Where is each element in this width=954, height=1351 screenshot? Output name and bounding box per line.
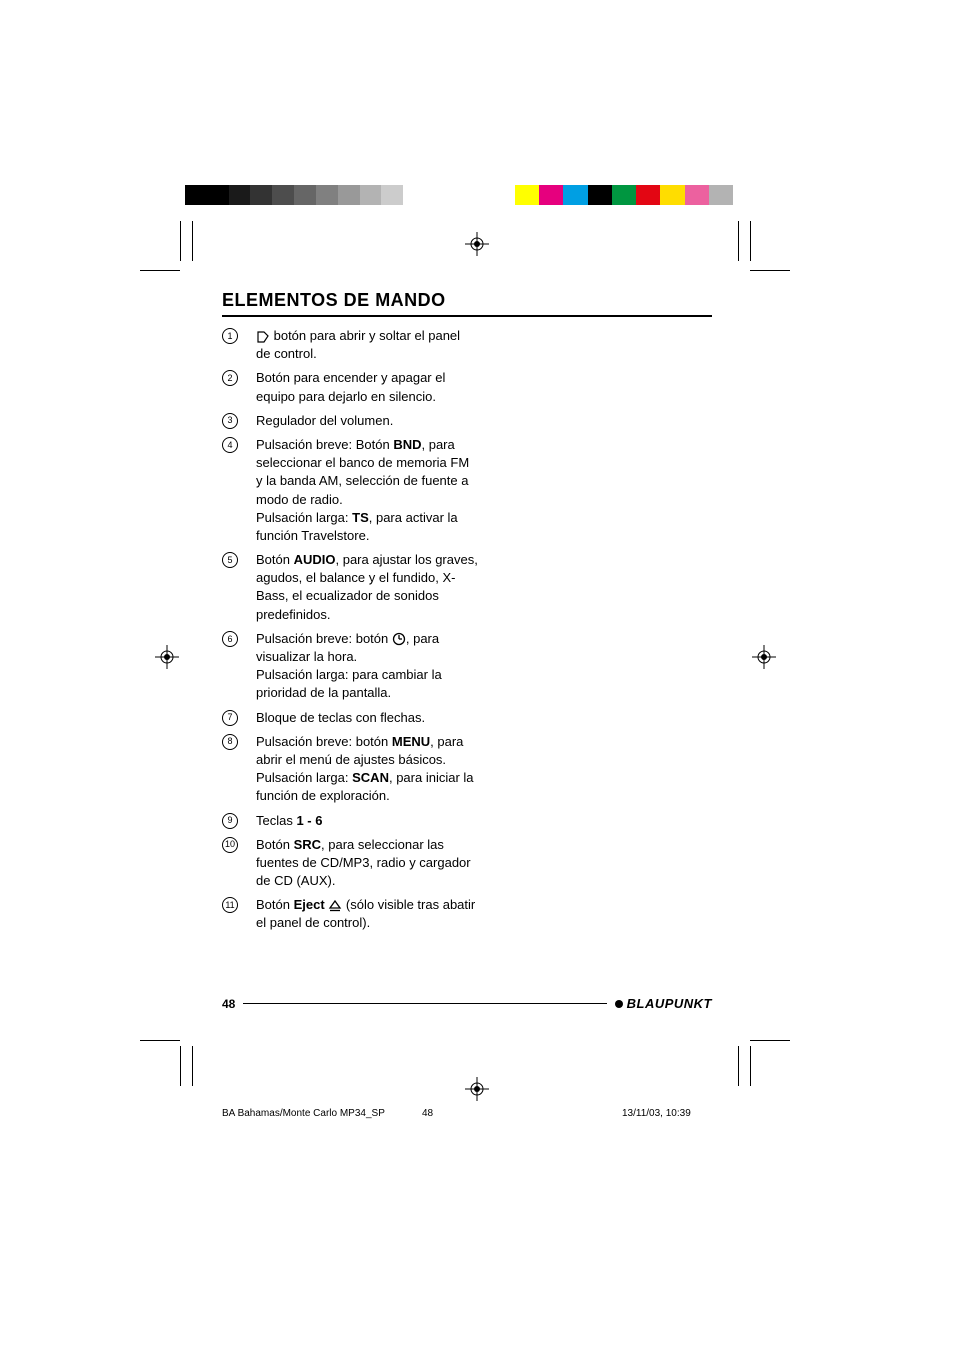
swatch (685, 185, 709, 205)
item-text: Botón AUDIO, para ajustar los graves, ag… (256, 551, 478, 624)
item-number: 9 (222, 813, 238, 829)
swatch (563, 185, 587, 205)
crop-mark (738, 1046, 739, 1086)
numbered-list: 1 botón para abrir y soltar el panel de … (222, 327, 478, 933)
item-number: 3 (222, 413, 238, 429)
footer-rule (243, 1003, 606, 1004)
item-text: botón para abrir y soltar el panel de co… (256, 327, 478, 363)
brand-text: BLAUPUNKT (627, 996, 712, 1011)
list-item: 4 Pulsación breve: Botón BND, para selecc… (222, 436, 478, 545)
list-item: 5 Botón AUDIO, para ajustar los graves, a… (222, 551, 478, 624)
swatch (294, 185, 316, 205)
swatch (636, 185, 660, 205)
item-text: Pulsación breve: botón , para visualizar… (256, 630, 478, 703)
item-number: 2 (222, 370, 238, 386)
brand-dot-icon (615, 1000, 623, 1008)
grayscale-swatches (185, 185, 425, 205)
swatch (660, 185, 684, 205)
item-number: 5 (222, 552, 238, 568)
page-title: ELEMENTOS DE MANDO (222, 290, 712, 317)
registration-mark-icon (155, 645, 179, 669)
list-item: 9 Teclas 1 - 6 (222, 812, 478, 830)
swatch (515, 185, 539, 205)
list-item: 11 Botón Eject (sólo visible tras abatir … (222, 896, 478, 932)
list-item: 7 Bloque de teclas con flechas. (222, 709, 478, 727)
crop-mark (192, 1046, 193, 1086)
page-footer: 48 BLAUPUNKT (222, 996, 712, 1011)
page-number: 48 (222, 997, 235, 1011)
swatch (360, 185, 382, 205)
swatch (709, 185, 733, 205)
item-text: Pulsación breve: botón MENU, para abrir … (256, 733, 478, 806)
registration-mark-icon (465, 232, 489, 256)
item-number: 7 (222, 710, 238, 726)
list-item: 3 Regulador del volumen. (222, 412, 478, 430)
crop-mark (192, 221, 193, 261)
swatch (539, 185, 563, 205)
registration-mark-icon (465, 1077, 489, 1101)
list-item: 2 Botón para encender y apagar el equipo … (222, 369, 478, 405)
list-item: 10 Botón SRC, para seleccionar las fuente… (222, 836, 478, 891)
list-item: 8 Pulsación breve: botón MENU, para abrir… (222, 733, 478, 806)
swatch (229, 185, 251, 205)
item-number: 1 (222, 328, 238, 344)
swatch (403, 185, 425, 205)
item-text: Bloque de teclas con flechas. (256, 709, 478, 727)
color-swatches (515, 185, 733, 205)
crop-mark (180, 1046, 181, 1086)
item-number: 8 (222, 734, 238, 750)
slug-date: 13/11/03, 10:39 (622, 1108, 712, 1119)
swatch (612, 185, 636, 205)
swatch (338, 185, 360, 205)
crop-mark (750, 1040, 790, 1041)
item-text: Regulador del volumen. (256, 412, 478, 430)
item-text: Teclas 1 - 6 (256, 812, 478, 830)
swatch (272, 185, 294, 205)
registration-mark-icon (752, 645, 776, 669)
crop-mark (750, 221, 751, 261)
slug-document: BA Bahamas/Monte Carlo MP34_SP (222, 1108, 422, 1119)
crop-mark (738, 221, 739, 261)
item-number: 4 (222, 437, 238, 453)
item-number: 11 (222, 897, 238, 913)
crop-mark (750, 270, 790, 271)
list-item: 1 botón para abrir y soltar el panel de … (222, 327, 478, 363)
page-content: ELEMENTOS DE MANDO 1 botón para abrir y … (222, 290, 712, 939)
item-text: Pulsación breve: Botón BND, para selecci… (256, 436, 478, 545)
crop-mark (750, 1046, 751, 1086)
item-number: 6 (222, 631, 238, 647)
brand-logo: BLAUPUNKT (615, 996, 712, 1011)
swatch (588, 185, 612, 205)
item-text: Botón SRC, para seleccionar las fuentes … (256, 836, 478, 891)
printer-color-bar (185, 185, 733, 205)
item-number: 10 (222, 837, 238, 853)
swatch (316, 185, 338, 205)
swatch (207, 185, 229, 205)
swatch (185, 185, 207, 205)
swatch (381, 185, 403, 205)
swatch (250, 185, 272, 205)
crop-mark (140, 1040, 180, 1041)
crop-mark (180, 221, 181, 261)
slug-page: 48 (422, 1108, 622, 1119)
list-item: 6 Pulsación breve: botón , para visualiza… (222, 630, 478, 703)
print-slug: BA Bahamas/Monte Carlo MP34_SP 48 13/11/… (222, 1108, 712, 1119)
item-text: Botón Eject (sólo visible tras abatir el… (256, 896, 478, 932)
item-text: Botón para encender y apagar el equipo p… (256, 369, 478, 405)
crop-mark (140, 270, 180, 271)
